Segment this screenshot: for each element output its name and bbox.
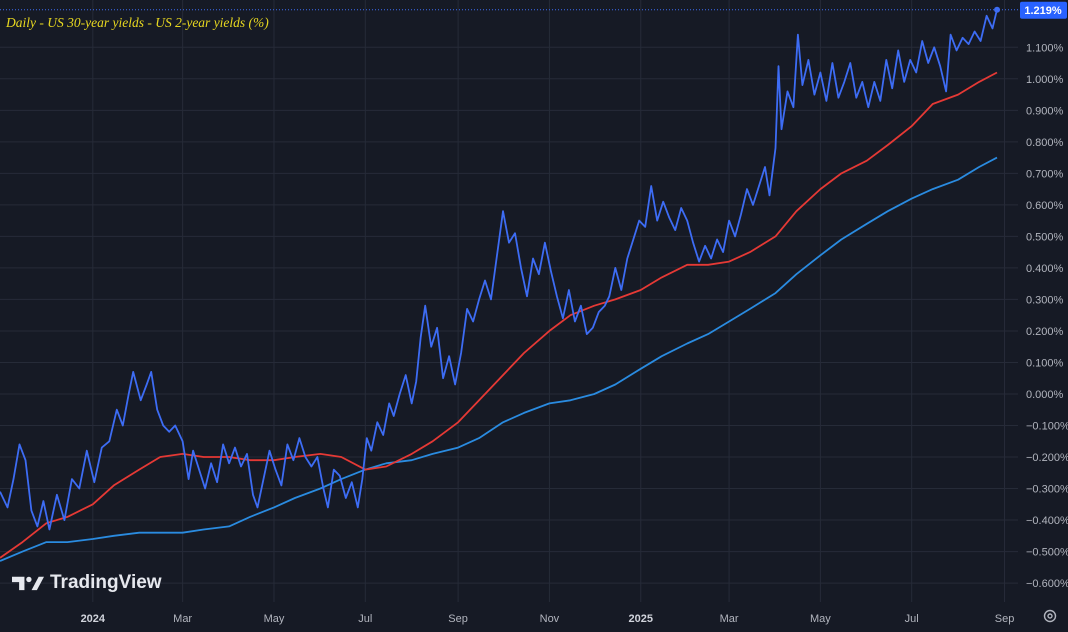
x-tick-label: Jul: [905, 613, 919, 625]
last-value-text: 1.219%: [1024, 5, 1062, 17]
y-tick-label: 0.200%: [1026, 326, 1064, 338]
y-tick-label: 0.300%: [1026, 294, 1064, 306]
y-tick-label: 0.500%: [1026, 231, 1064, 243]
series-layer: [0, 9, 998, 562]
y-tick-label: 1.000%: [1026, 74, 1064, 86]
y-tick-label: 0.400%: [1026, 263, 1064, 275]
y-tick-label: 0.000%: [1026, 389, 1064, 401]
x-tick-label: 2025: [628, 613, 652, 625]
series-line-ma-slow: [0, 156, 998, 562]
last-value-label: 1.219%: [1020, 1, 1067, 19]
x-tick-label: Mar: [720, 613, 739, 625]
x-tick-label: Sep: [448, 613, 468, 625]
brand-name: TradingView: [50, 572, 162, 593]
grid: [0, 0, 1018, 602]
y-tick-label: 0.100%: [1026, 357, 1064, 369]
x-tick-label: Sep: [995, 613, 1015, 625]
x-tick-label: Mar: [173, 613, 192, 625]
y-tick-label: −0.100%: [1026, 420, 1068, 432]
series-line-ma-fast: [0, 71, 998, 559]
x-tick-label: Jul: [358, 613, 372, 625]
x-tick-label: 2024: [81, 613, 106, 625]
y-tick-label: 0.800%: [1026, 137, 1064, 149]
chart-title: Daily - US 30-year yields - US 2-year yi…: [6, 15, 269, 30]
x-axis[interactable]: 2024 Mar May Jul Sep Nov 2025 Mar May Jul Sep: [81, 613, 1015, 625]
y-tick-label: −0.300%: [1026, 484, 1068, 496]
x-tick-label: May: [264, 613, 285, 625]
y-tick-label: 1.100%: [1026, 42, 1064, 54]
x-tick-label: Nov: [540, 613, 560, 625]
y-tick-label: 0.900%: [1026, 105, 1064, 117]
x-tick-label: May: [810, 613, 831, 625]
y-tick-label: −0.600%: [1026, 578, 1068, 590]
last-value-dot: [994, 6, 1001, 13]
y-tick-label: 0.700%: [1026, 168, 1064, 180]
y-tick-label: −0.500%: [1026, 547, 1068, 559]
gear-icon[interactable]: [1042, 608, 1058, 624]
y-tick-label: −0.200%: [1026, 452, 1068, 464]
y-tick-label: −0.400%: [1026, 515, 1068, 527]
y-axis[interactable]: 1.100% 1.000% 0.900% 0.800% 0.700% 0.600% 0.50…: [1026, 42, 1068, 590]
tradingview-logo-icon: [12, 576, 44, 591]
y-tick-label: 0.600%: [1026, 200, 1064, 212]
series-line-spread: [0, 9, 998, 531]
tradingview-logo[interactable]: TradingView: [12, 572, 162, 594]
